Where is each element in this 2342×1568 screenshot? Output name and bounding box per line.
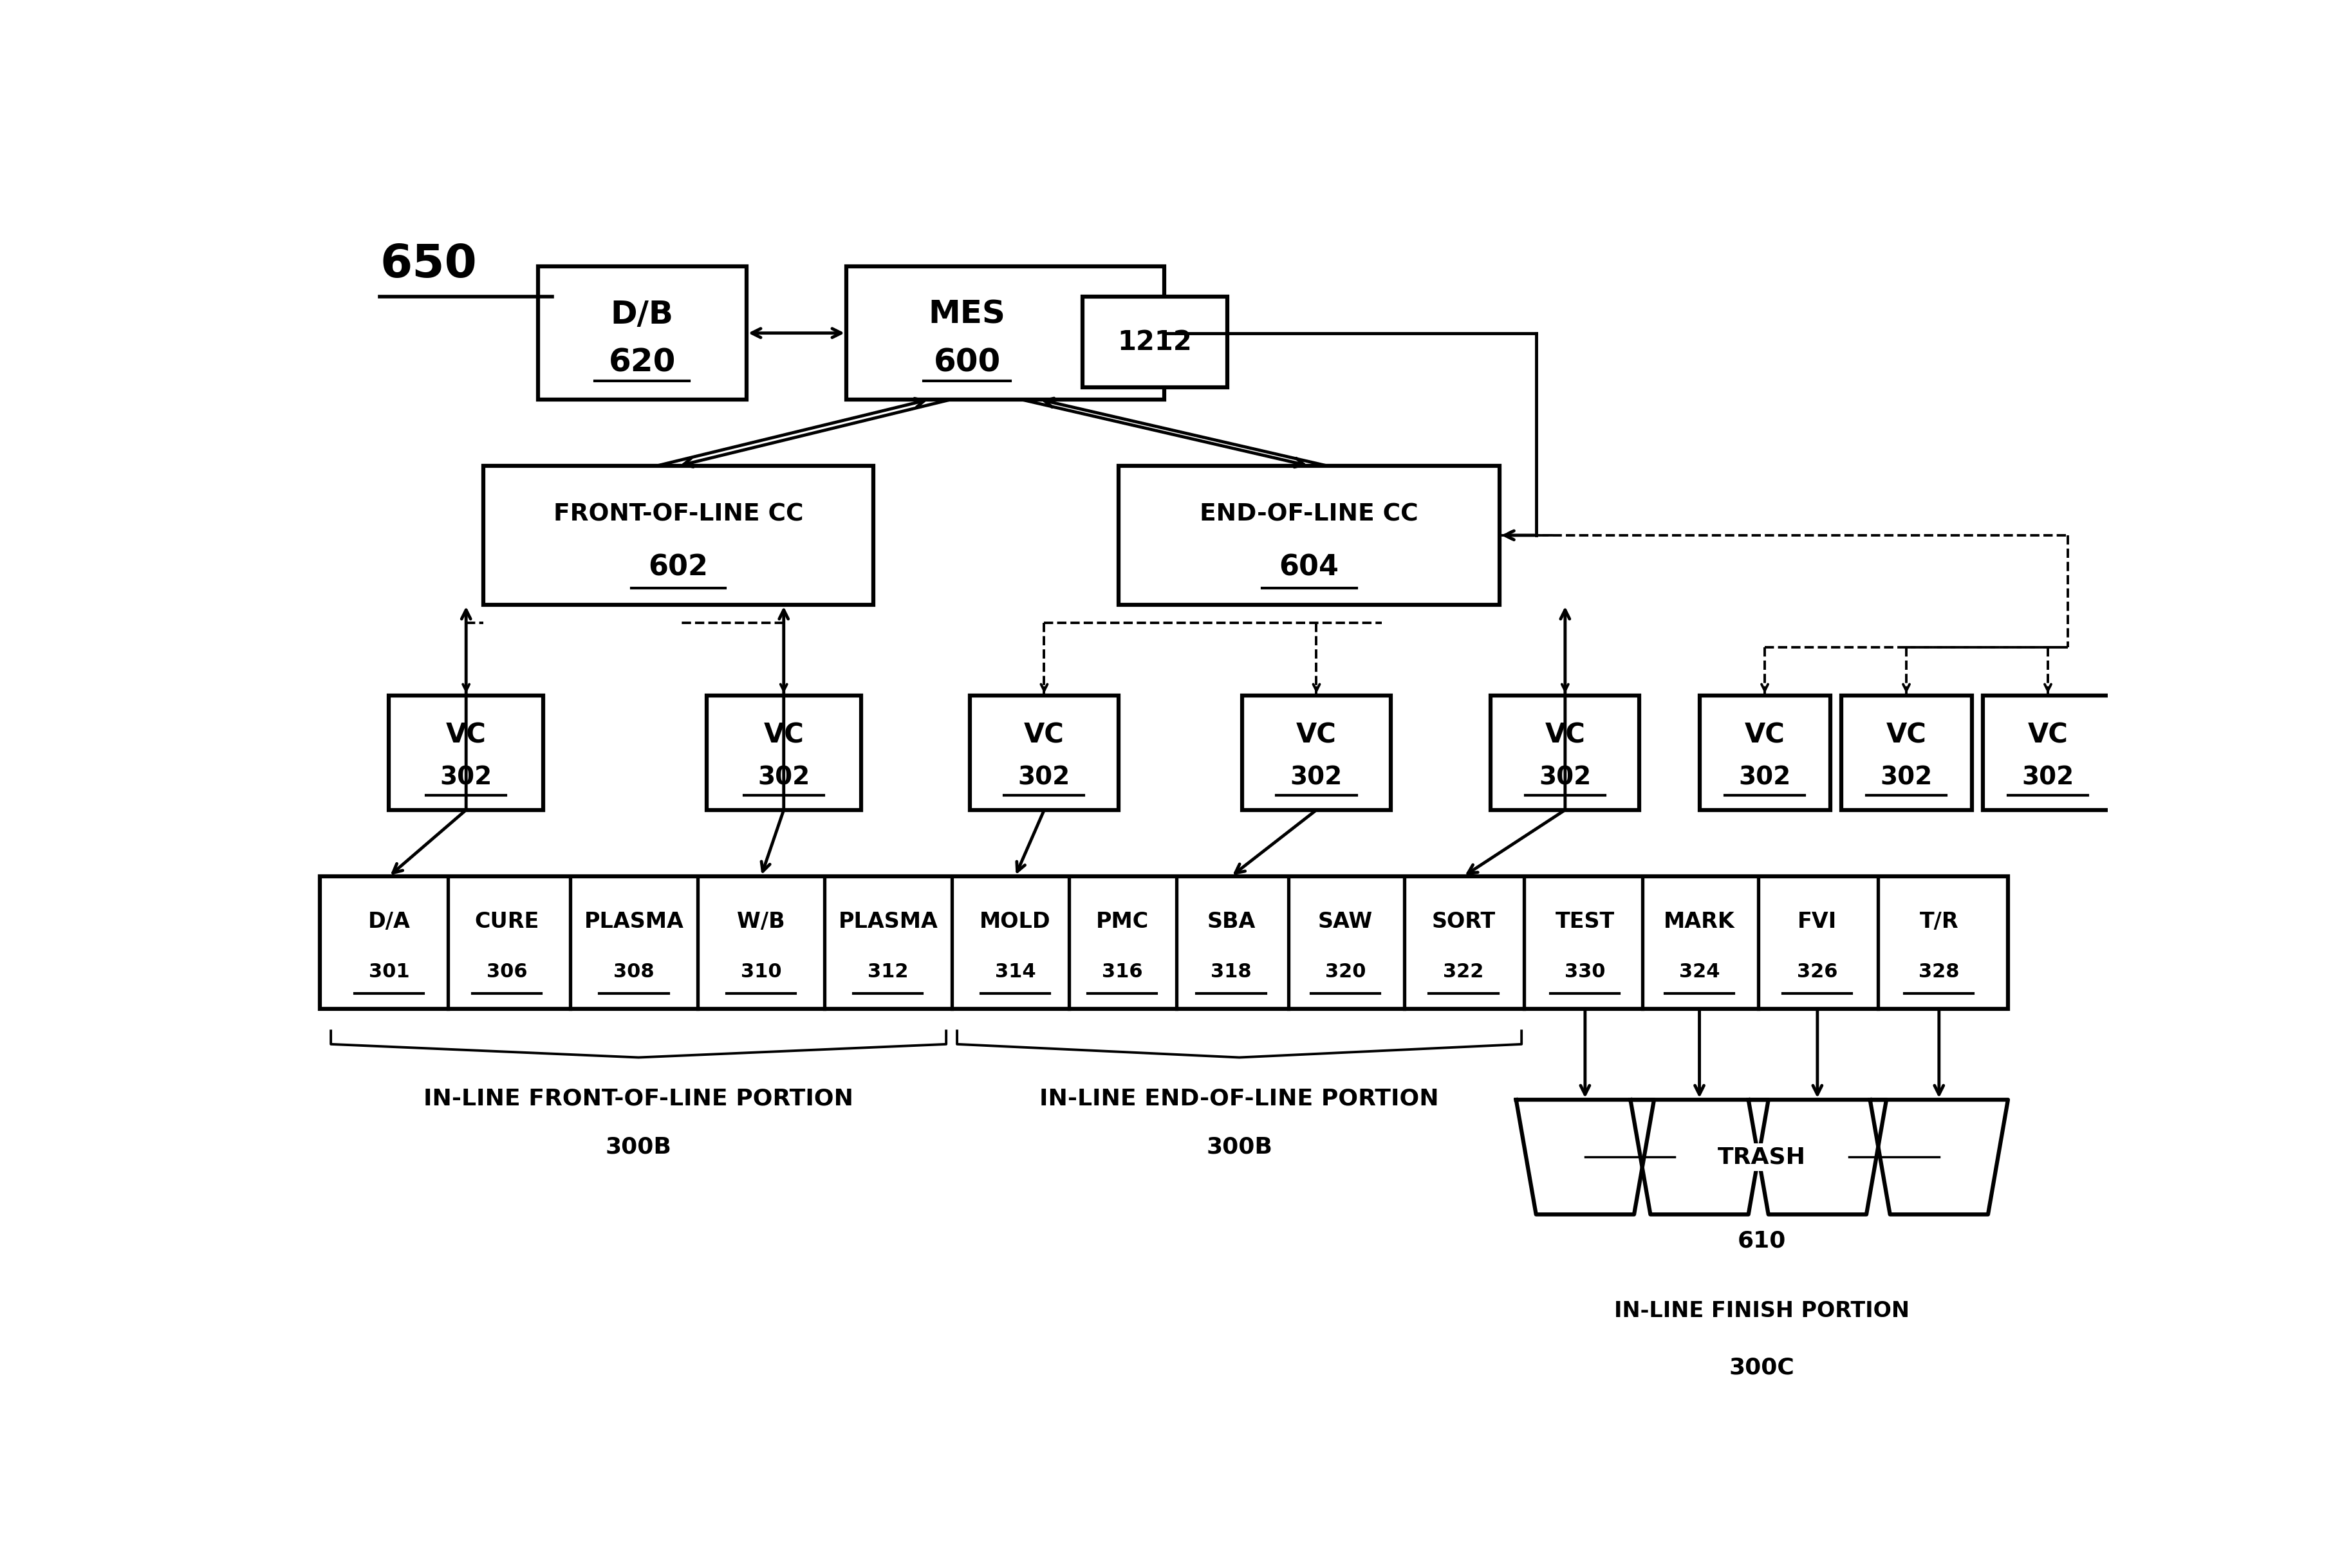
Text: 300B: 300B: [1206, 1135, 1272, 1157]
Bar: [845, 267, 1164, 400]
Text: CURE: CURE: [475, 911, 539, 931]
Text: 600: 600: [934, 347, 1000, 378]
Bar: [1082, 296, 1227, 387]
Bar: [707, 695, 862, 811]
Bar: [1241, 695, 1391, 811]
Text: VC: VC: [1295, 721, 1337, 750]
Text: 602: 602: [649, 554, 707, 582]
Text: 302: 302: [1019, 765, 1070, 790]
Text: 302: 302: [2021, 765, 2075, 790]
Text: 308: 308: [614, 963, 653, 982]
Text: D/B: D/B: [611, 299, 674, 329]
Bar: [1119, 466, 1499, 605]
Text: IN-LINE FRONT-OF-LINE PORTION: IN-LINE FRONT-OF-LINE PORTION: [424, 1088, 852, 1110]
Text: 312: 312: [867, 963, 909, 982]
Bar: [1984, 695, 2112, 811]
Text: PLASMA: PLASMA: [838, 911, 937, 931]
Bar: [539, 267, 747, 400]
Text: VC: VC: [445, 721, 487, 750]
Text: MARK: MARK: [1663, 911, 1735, 931]
Text: 318: 318: [1211, 963, 1251, 982]
Text: VC: VC: [1885, 721, 1927, 750]
Text: SBA: SBA: [1206, 911, 1255, 931]
Text: 302: 302: [756, 765, 810, 790]
Text: 324: 324: [1679, 963, 1719, 982]
Text: 302: 302: [1539, 765, 1590, 790]
Text: W/B: W/B: [738, 911, 785, 931]
Bar: [1841, 695, 1972, 811]
Text: PLASMA: PLASMA: [583, 911, 684, 931]
Text: IN-LINE END-OF-LINE PORTION: IN-LINE END-OF-LINE PORTION: [1040, 1088, 1438, 1110]
Text: FVI: FVI: [1799, 911, 1836, 931]
Text: 302: 302: [1881, 765, 1932, 790]
Text: 1212: 1212: [1117, 329, 1192, 356]
Text: 610: 610: [1738, 1229, 1787, 1251]
Text: SORT: SORT: [1431, 911, 1494, 931]
Text: 620: 620: [609, 347, 677, 378]
Text: SAW: SAW: [1319, 911, 1372, 931]
Text: VC: VC: [1023, 721, 1063, 750]
Bar: [389, 695, 543, 811]
Bar: [482, 466, 874, 605]
Text: 650: 650: [379, 243, 478, 287]
Text: 330: 330: [1564, 963, 1607, 982]
Text: 314: 314: [995, 963, 1035, 982]
Text: 322: 322: [1443, 963, 1485, 982]
Text: 604: 604: [1279, 554, 1340, 582]
Text: 316: 316: [1101, 963, 1143, 982]
Text: D/A: D/A: [368, 911, 410, 931]
Bar: [321, 877, 2007, 1010]
Text: VC: VC: [1546, 721, 1586, 750]
Text: 302: 302: [1290, 765, 1342, 790]
Text: MOLD: MOLD: [979, 911, 1052, 931]
Text: TRASH: TRASH: [1719, 1146, 1806, 1168]
Bar: [970, 695, 1119, 811]
Text: MES: MES: [927, 299, 1005, 329]
Text: 326: 326: [1796, 963, 1838, 982]
Bar: [1490, 695, 1639, 811]
Text: 302: 302: [440, 765, 492, 790]
Text: VC: VC: [1745, 721, 1785, 750]
Text: 300C: 300C: [1728, 1356, 1794, 1378]
Bar: [1700, 695, 1829, 811]
Text: 320: 320: [1326, 963, 1365, 982]
Text: END-OF-LINE CC: END-OF-LINE CC: [1199, 503, 1419, 525]
Text: 328: 328: [1918, 963, 1960, 982]
Text: FRONT-OF-LINE CC: FRONT-OF-LINE CC: [553, 503, 803, 525]
Text: PMC: PMC: [1096, 911, 1148, 931]
Text: 306: 306: [487, 963, 527, 982]
Text: 301: 301: [368, 963, 410, 982]
Text: 300B: 300B: [607, 1135, 672, 1157]
Text: TEST: TEST: [1555, 911, 1614, 931]
Text: VC: VC: [763, 721, 803, 750]
Text: 302: 302: [1738, 765, 1792, 790]
Text: 310: 310: [740, 963, 782, 982]
Text: VC: VC: [2028, 721, 2068, 750]
Text: T/R: T/R: [1920, 911, 1958, 931]
Text: IN-LINE FINISH PORTION: IN-LINE FINISH PORTION: [1614, 1300, 1909, 1322]
